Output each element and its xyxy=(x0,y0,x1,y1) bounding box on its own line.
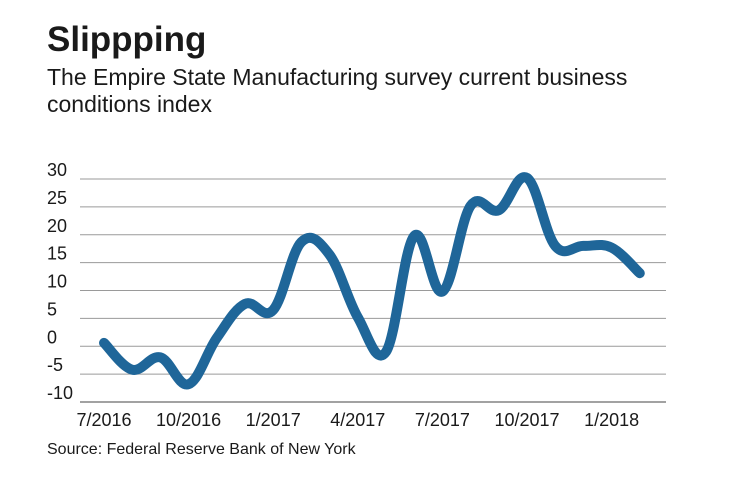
data-point xyxy=(635,268,645,278)
data-point xyxy=(99,338,109,348)
y-tick-label: 15 xyxy=(47,244,67,264)
data-point xyxy=(268,305,278,315)
data-point xyxy=(184,379,194,389)
data-point xyxy=(550,241,560,251)
data-point xyxy=(522,173,532,183)
y-axis-tick-labels: 30 25 20 15 10 5 0 -5 -10 xyxy=(47,160,73,403)
gridlines xyxy=(80,178,666,403)
data-point xyxy=(494,205,504,215)
y-tick-label: 25 xyxy=(47,188,67,208)
data-point xyxy=(155,352,165,362)
y-tick-label: 20 xyxy=(47,216,67,236)
x-tick-label: 10/2016 xyxy=(156,410,221,430)
data-point xyxy=(296,237,306,247)
data-point xyxy=(607,243,617,253)
data-point xyxy=(240,299,250,309)
data-point xyxy=(353,312,363,322)
data-points xyxy=(99,173,645,389)
y-tick-label: 10 xyxy=(47,272,67,292)
data-point xyxy=(437,287,447,297)
x-tick-label: 10/2017 xyxy=(494,410,559,430)
data-point xyxy=(409,231,419,241)
x-tick-label: 1/2018 xyxy=(584,410,639,430)
x-tick-label: 1/2017 xyxy=(246,410,301,430)
chart-title: Slippping xyxy=(47,20,207,59)
data-point xyxy=(578,241,588,251)
data-point xyxy=(325,250,335,260)
data-point xyxy=(212,333,222,343)
data-point xyxy=(127,365,137,375)
y-tick-label: 5 xyxy=(47,299,57,319)
series-line xyxy=(99,172,645,390)
y-tick-label: 30 xyxy=(47,160,67,180)
data-point xyxy=(466,201,476,211)
chart-subtitle: The Empire State Manufacturing survey cu… xyxy=(47,64,628,117)
x-tick-label: 7/2016 xyxy=(76,410,131,430)
y-tick-label: 0 xyxy=(47,327,57,347)
data-point xyxy=(381,347,391,357)
x-tick-label: 7/2017 xyxy=(415,410,470,430)
x-tick-label: 4/2017 xyxy=(330,410,385,430)
source-note: Source: Federal Reserve Bank of New York xyxy=(47,441,356,458)
x-axis-tick-labels: 7/2016 10/2016 1/2017 4/2017 7/2017 10/2017 1/… xyxy=(76,410,639,430)
y-tick-label: -5 xyxy=(47,355,63,375)
y-tick-label: -10 xyxy=(47,383,73,403)
